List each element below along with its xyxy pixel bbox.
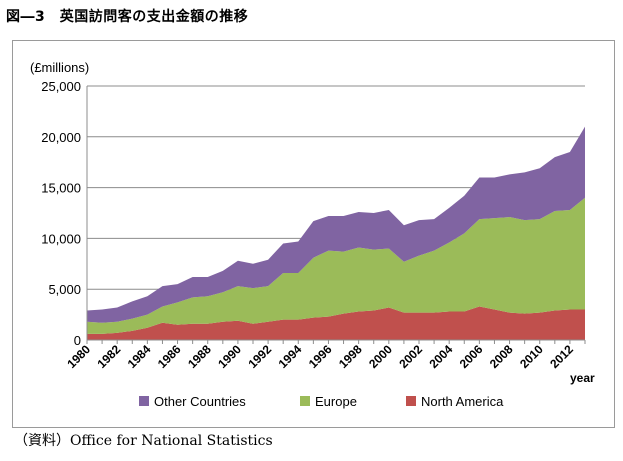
x-tick-label: 1994 [276, 342, 305, 371]
x-tick-label: 2002 [396, 342, 425, 371]
x-tick-label: 1980 [64, 342, 93, 371]
x-tick-label: 2008 [487, 342, 516, 371]
x-tick-label: 1996 [306, 342, 335, 371]
figure-title: 図―3 英国訪問客の支出金額の推移 [6, 9, 249, 25]
x-tick-label: 2004 [427, 342, 456, 371]
series-areas [87, 126, 585, 340]
source-note: （資料）Office for National Statistics [14, 433, 273, 449]
legend: Other Countries Europe North America [139, 394, 504, 409]
x-tick-label: 1982 [95, 342, 124, 371]
x-axis-label: year [570, 371, 595, 385]
area-europe [87, 197, 585, 334]
y-tick-label: 0 [74, 333, 81, 348]
area-north-america [87, 306, 585, 340]
x-tick-label: 2000 [366, 342, 395, 371]
y-tick-label: 15,000 [41, 181, 81, 196]
x-tick-label: 1984 [125, 342, 154, 371]
x-tick-label: 1998 [336, 342, 365, 371]
x-tick-label: 1988 [185, 342, 214, 371]
legend-swatch-north-america [406, 396, 416, 406]
y-tick-label: 5,000 [48, 282, 81, 297]
y-tick-label: 10,000 [41, 231, 81, 246]
x-tick-label: 2012 [547, 342, 576, 371]
x-tick-label: 2006 [457, 342, 486, 371]
x-tick-label: 1986 [155, 342, 184, 371]
legend-swatch-other-countries [139, 396, 149, 406]
x-tick-label: 1990 [215, 342, 244, 371]
legend-label-other-countries: Other Countries [154, 394, 246, 409]
x-tick-label: 1992 [245, 342, 274, 371]
legend-swatch-europe [300, 396, 310, 406]
area-other-countries [87, 126, 585, 323]
legend-label-europe: Europe [315, 394, 357, 409]
y-axis-label: (£millions) [30, 60, 89, 75]
legend-label-north-america: North America [421, 394, 504, 409]
y-tick-label: 20,000 [41, 130, 81, 145]
y-tick-label: 25,000 [41, 79, 81, 94]
x-tick-label: 2010 [517, 342, 546, 371]
